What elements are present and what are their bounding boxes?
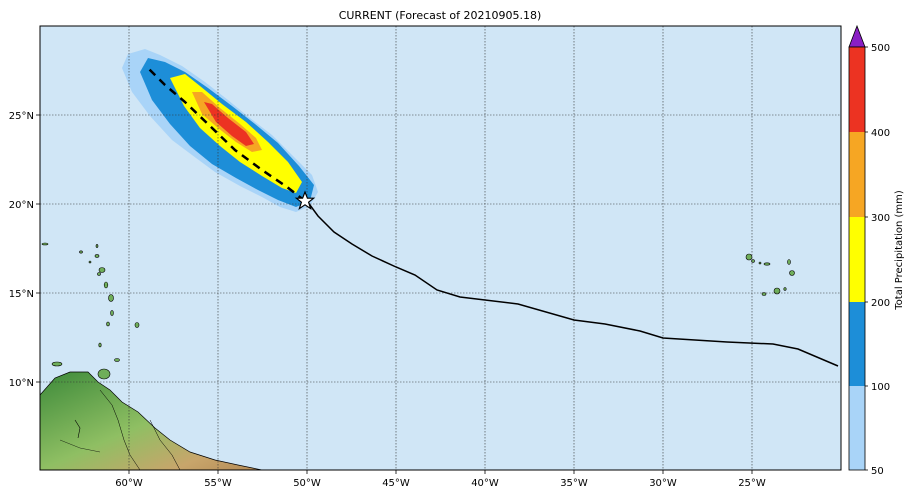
precip-400-500mm [204, 102, 254, 146]
lat-label-15n: 15°N [9, 289, 34, 300]
lon-label-45w: 45°W [382, 478, 410, 489]
lon-label-40w: 40°W [471, 478, 499, 489]
lon-label-55w: 55°W [204, 478, 232, 489]
country-border [149, 419, 181, 470]
colorbar-label: Total Precipitation (mm) [894, 190, 905, 311]
colorbar-tick-label: 100 [871, 382, 890, 393]
colorbar-tick-label: 400 [871, 128, 890, 139]
lon-label-60w: 60°W [115, 478, 143, 489]
country-border [59, 439, 101, 453]
map-frame [39, 25, 842, 471]
lat-label-10n: 10°N [9, 378, 34, 389]
colorbar-tick-label: 200 [871, 298, 890, 309]
colorbar-tick-label: 300 [871, 213, 890, 224]
lon-label-50w: 50°W [293, 478, 321, 489]
south-america-land [40, 371, 263, 470]
country-border [99, 389, 141, 470]
lon-label-35w: 35°W [560, 478, 588, 489]
axis-ticks [36, 114, 753, 474]
storm-track-past [306, 200, 839, 367]
colorbar-segment-50-100 [849, 386, 865, 470]
lake-outline [74, 419, 81, 439]
lat-label-25n: 25°N [9, 111, 34, 122]
colorbar-tick-label: 500 [871, 43, 890, 54]
colorbar-tick-label: 50 [871, 466, 884, 477]
colorbar-segment-200-300 [849, 217, 865, 302]
map-title: CURRENT (Forecast of 20210905.18) [339, 9, 542, 22]
storm-position-star-icon [294, 190, 316, 211]
colorbar: 500 400 300 200 100 50 Total Precipitati… [848, 24, 905, 477]
colorbar-segment-400-500 [849, 47, 865, 132]
colorbar-segment-300-400 [849, 132, 865, 217]
storm-track-forecast [147, 67, 306, 202]
lon-label-25w: 25°W [738, 478, 766, 489]
colorbar-segment-100-200 [849, 302, 865, 386]
lat-label-20n: 20°N [9, 200, 34, 211]
colorbar-overflow-triangle [848, 24, 866, 48]
map-gridlines [40, 26, 841, 470]
lon-label-30w: 30°W [649, 478, 677, 489]
